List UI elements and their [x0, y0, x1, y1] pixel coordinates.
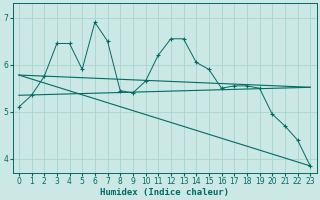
- X-axis label: Humidex (Indice chaleur): Humidex (Indice chaleur): [100, 188, 229, 197]
